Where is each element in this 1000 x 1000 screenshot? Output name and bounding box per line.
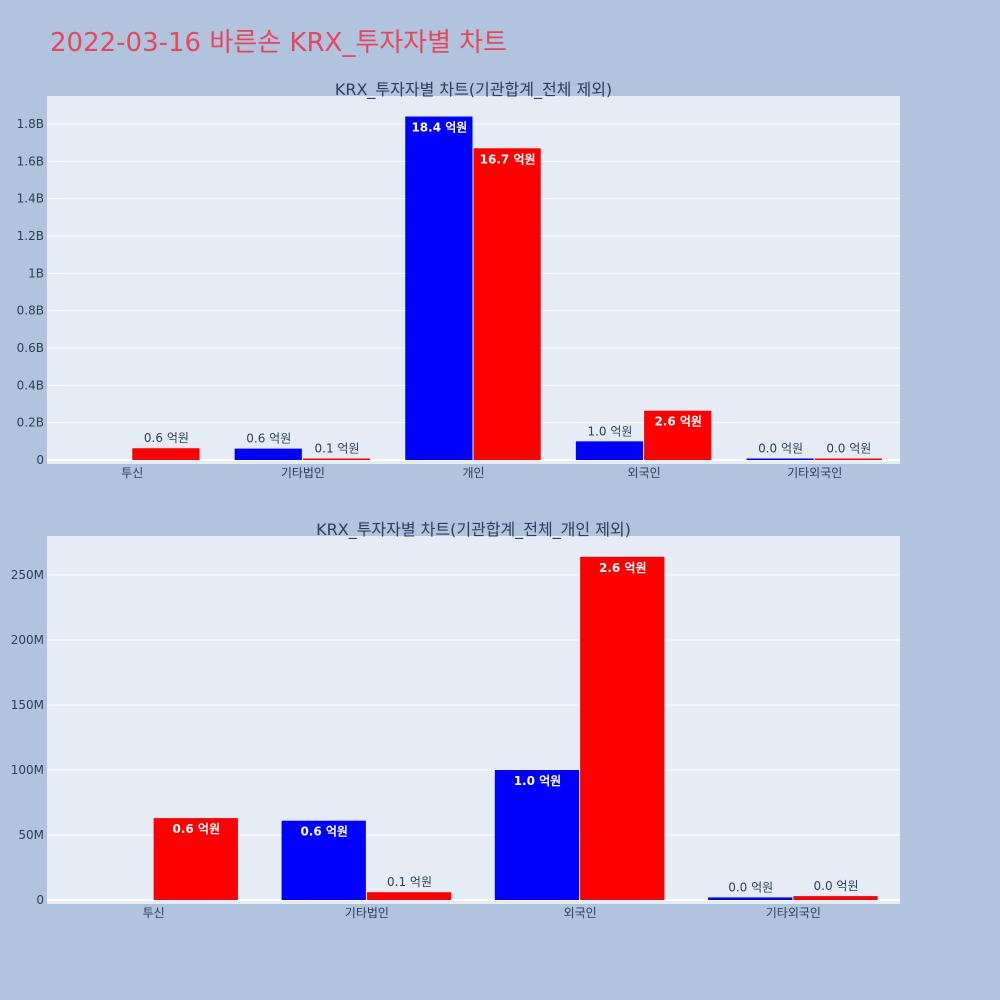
bar-blue xyxy=(405,116,473,461)
data-label: 0.1 억원 xyxy=(387,875,432,889)
bar-blue xyxy=(234,448,302,460)
x-tick-label: 투신 xyxy=(121,466,143,480)
bar-red xyxy=(473,148,541,460)
y-tick-label: 1.4B xyxy=(17,192,44,206)
x-tick-label: 기타외국인 xyxy=(766,906,821,920)
y-tick-label: 0 xyxy=(36,453,44,467)
page-title: 2022-03-16 바른손 KRX_투자자별 차트 xyxy=(50,28,508,58)
bar-blue xyxy=(575,441,644,460)
data-label: 2.6 억원 xyxy=(654,415,702,429)
bar-blue xyxy=(281,820,366,900)
y-tick-label: 0.4B xyxy=(17,378,44,392)
data-label: 1.0 억원 xyxy=(587,424,632,438)
y-tick-label: 1.8B xyxy=(17,117,44,131)
bar-red xyxy=(793,896,878,900)
data-label: 0.6 억원 xyxy=(300,825,348,839)
data-label: 0.0 억원 xyxy=(826,442,871,456)
chart-title: KRX_투자자별 차트(기관합계_전체 제외) xyxy=(335,80,612,100)
x-tick-label: 기타외국인 xyxy=(787,466,842,480)
y-tick-label: 100M xyxy=(11,763,44,777)
x-tick-label: 투신 xyxy=(143,906,165,920)
y-tick-label: 250M xyxy=(11,568,44,582)
data-label: 1.0 억원 xyxy=(514,774,562,788)
data-label: 0.0 억원 xyxy=(728,880,773,894)
y-tick-label: 150M xyxy=(11,698,44,712)
x-tick-label: 개인 xyxy=(462,466,484,480)
bar-red xyxy=(814,458,882,460)
chart-title: KRX_투자자별 차트(기관합계_전체_개인 제외) xyxy=(316,520,631,540)
bar-red xyxy=(644,410,712,460)
data-label: 16.7 억원 xyxy=(480,152,536,166)
chart-panel-2: 0 50M 100M 150M 200M 250M KRX_투자자별 차트(기관합계_전체_… xyxy=(11,520,900,920)
y-tick-label: 0.6B xyxy=(17,341,44,355)
bar-red xyxy=(366,892,452,900)
y-tick-label: 0 xyxy=(36,893,44,907)
bar-blue xyxy=(708,897,793,900)
bar-blue xyxy=(494,770,580,900)
bar-blue xyxy=(746,458,814,460)
bar-red xyxy=(302,458,371,460)
data-label: 0.6 억원 xyxy=(144,431,189,445)
x-tick-label: 외국인 xyxy=(564,906,597,920)
chart-panel-1: 0 0.2B 0.4B 0.6B 0.8B 1B 1.2B 1.4B 1.6B 1.8B KRX_투… xyxy=(17,80,900,480)
bar-red xyxy=(580,556,665,900)
data-label: 0.0 억원 xyxy=(758,442,803,456)
data-label: 0.6 억원 xyxy=(246,432,291,446)
y-tick-label: 1B xyxy=(28,266,44,280)
x-tick-label: 기타법인 xyxy=(345,906,389,920)
y-tick-label: 1.2B xyxy=(17,229,44,243)
x-tick-label: 기타법인 xyxy=(281,466,325,480)
data-label: 18.4 억원 xyxy=(411,121,467,135)
y-tick-label: 50M xyxy=(18,828,44,842)
data-label: 0.6 억원 xyxy=(173,822,221,836)
bar-red xyxy=(153,818,238,900)
data-label: 0.0 억원 xyxy=(814,879,859,893)
y-tick-label: 200M xyxy=(11,633,44,647)
y-tick-label: 1.6B xyxy=(17,154,44,168)
y-tick-label: 0.2B xyxy=(17,416,44,430)
x-tick-label: 외국인 xyxy=(628,466,661,480)
bar-red xyxy=(132,448,200,460)
data-label: 2.6 억원 xyxy=(599,561,647,575)
data-label: 0.1 억원 xyxy=(315,442,360,456)
y-tick-label: 0.8B xyxy=(17,304,44,318)
